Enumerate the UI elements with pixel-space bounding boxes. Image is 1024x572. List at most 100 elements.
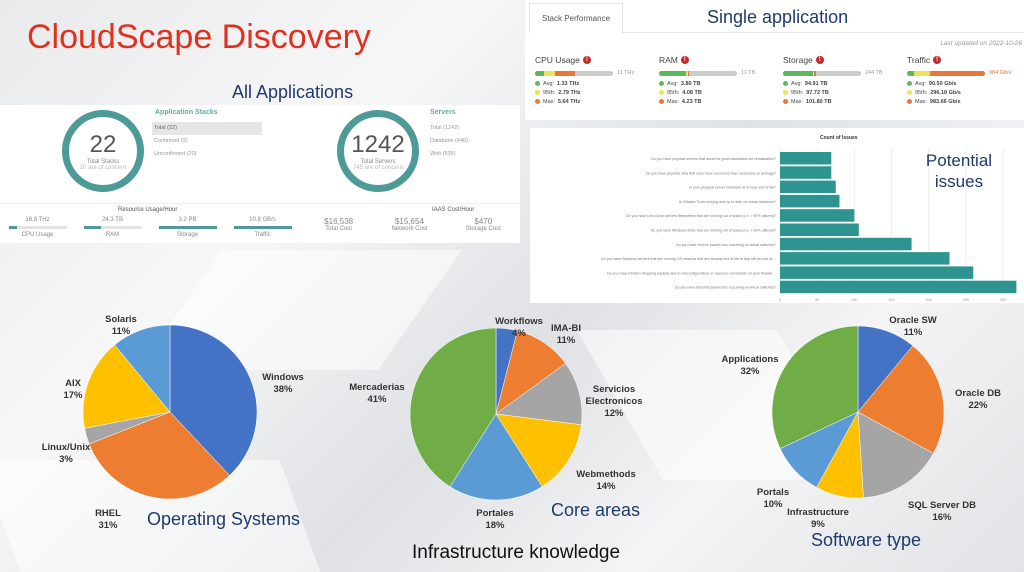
x-tick-label: 300 [1000, 297, 1007, 302]
issue-bar[interactable] [780, 166, 832, 179]
caption-single-application: Single application [707, 7, 849, 27]
software-pie-slice[interactable] [857, 345, 945, 454]
issue-label: Do you have transmit packet loss occurri… [675, 286, 776, 290]
caption-core-areas: Core areas [551, 500, 641, 520]
core-pie-slice[interactable] [409, 327, 497, 487]
servers-filter-total[interactable]: Total (1242) [430, 125, 460, 131]
overview-panel: 22 Total Stacks 20 are of concern Applic… [0, 105, 520, 243]
servers-filter-database[interactable]: Database (446) [430, 138, 468, 144]
servers-count: 1242 [351, 131, 405, 158]
os-pie-slice[interactable] [114, 324, 171, 413]
resource-traffic: 10.8 GB/s Traffic [233, 217, 292, 238]
servers-heading: Servers [430, 109, 456, 116]
issue-bar[interactable] [780, 180, 836, 194]
metric-max-label: 11 TB [741, 70, 756, 76]
servers-sub: 745 are of concern [352, 165, 404, 171]
caption-potential-issues: Potential issues [925, 151, 993, 191]
metric-max: 4.23 TB [681, 98, 702, 105]
issues-chart-panel: Count of Issues 0 50 100 150 200 250 300 Do you … [530, 128, 1024, 303]
caption-operating-systems: Operating Systems [147, 509, 301, 529]
os-pie-label: Linux/Unix 3% [41, 442, 91, 465]
caption-software-type: Software type [811, 530, 922, 550]
issue-label: Do you have Windows servers that are run… [601, 257, 776, 261]
metric-name: Traffic [907, 55, 931, 65]
alert-icon[interactable]: ! [582, 56, 591, 64]
issue-bar[interactable] [780, 280, 1017, 294]
core-pie-slice[interactable] [495, 363, 583, 426]
core-pie-label: Mercaderias 41% [349, 382, 405, 405]
issue-label: Is VMware Tools running and up to date o… [679, 200, 776, 204]
stacks-label: Total Stacks [86, 159, 120, 165]
os-pie-slice[interactable] [82, 344, 171, 429]
alert-icon[interactable]: ! [815, 56, 824, 64]
os-pie-label: Windows 38% [262, 372, 304, 395]
cost-network: $15,654 Network Cost [391, 217, 428, 232]
chart-title: Count of Issues [820, 135, 858, 141]
software-pie-slice[interactable] [771, 325, 859, 449]
issue-bar[interactable] [780, 266, 974, 279]
issue-label: Do you have Infoblox dropping packets du… [607, 271, 776, 275]
resource-heading: Resource Usage/Hour [118, 207, 178, 213]
x-tick-label: 250 [962, 297, 969, 302]
stacks-filter-confirmed[interactable]: Confirmed (2) [154, 138, 188, 144]
metric-name: CPU Usage [535, 55, 580, 65]
core-pie-label: Workflows 4% [495, 316, 543, 339]
metric-95th: 97.72 TB [806, 89, 829, 96]
issue-label: Do you have Linux/Unix servers filesyste… [626, 214, 776, 218]
issue-label: Do you have Windows disks that are runni… [651, 229, 776, 233]
metric-storage: Storage! 244 TB Avg: 94.91 TB 95th: 97.72 … [783, 55, 883, 105]
resource-bar [158, 226, 217, 229]
issue-bar[interactable] [780, 194, 840, 208]
core-pie-slice[interactable] [495, 413, 582, 487]
resource-label: Storage [176, 232, 198, 238]
metric-95th: 2.79 THz [558, 89, 581, 96]
issue-bar[interactable] [780, 223, 859, 237]
resource-value: 10.8 GB/s [249, 217, 276, 223]
stacks-filter-total[interactable]: Total (22) [152, 122, 262, 135]
resource-label: RAM [105, 232, 120, 238]
cost-total: $16,538 Total Cost [324, 217, 354, 232]
x-tick-label: 50 [815, 297, 820, 302]
caption-all-applications: All Applications [232, 82, 354, 102]
software-pie-slice[interactable] [857, 411, 934, 499]
metric-95th: 296.18 Gb/s [930, 89, 961, 96]
resource-label: Traffic [254, 232, 271, 238]
metric-usage-bar [535, 70, 613, 76]
software-pie-label: Applications 32% [721, 354, 779, 377]
metric-name: Storage [783, 55, 813, 65]
resource-value: 3.2 PB [178, 217, 197, 223]
issue-label: Do you have physical data that uses more… [646, 171, 776, 175]
alert-icon[interactable]: ! [680, 56, 689, 64]
metric-max-label: 984 Gb/s [989, 70, 1012, 76]
cost-heading: IAAS Cost/Hour [432, 207, 475, 213]
metric-usage-bar [907, 70, 985, 76]
stacks-filter-unconfirmed[interactable]: Unconfirmed (20) [154, 151, 197, 157]
issue-bar[interactable] [780, 209, 855, 222]
alert-icon[interactable]: ! [933, 56, 942, 64]
stacks-heading: Application Stacks [155, 109, 218, 116]
os-pie-slice[interactable] [88, 411, 230, 500]
metric-avg: 94.91 TB [804, 80, 828, 87]
tab-stack-performance[interactable]: Stack Performance [529, 3, 623, 33]
os-pie-label: Solaris 11% [105, 314, 137, 337]
issue-bar[interactable] [780, 152, 832, 165]
core-pie-label: Servicios Electronicos 12% [585, 384, 643, 419]
issues-bar-chart: Count of Issues 0 50 100 150 200 250 300 Do you … [601, 135, 1017, 302]
resource-bar [83, 226, 142, 229]
os-pie-slice[interactable] [169, 324, 258, 476]
resource-cpu-usage: 16.8 THz CPU Usage [8, 217, 67, 238]
servers-label: Total Servers [360, 159, 396, 165]
metric-max-label: 11 THz [617, 70, 635, 76]
issue-bar[interactable] [780, 252, 950, 265]
metric-cpu-usage: CPU Usage! 11 THz Avg: 1.33 THz 95th: 2.79… [535, 55, 635, 105]
page-title: CloudScape Discovery [27, 18, 371, 56]
servers-filter-web[interactable]: Web (536) [430, 151, 456, 157]
metric-ram: RAM! 11 TB Avg: 3.80 TB 95th: 4.08 TB Max:… [659, 55, 756, 105]
metric-name: RAM [659, 55, 678, 65]
issue-bar[interactable] [780, 237, 912, 251]
x-tick-label: 200 [925, 297, 932, 302]
software-pie-label: Infrastructure 9% [787, 507, 849, 530]
core-pie-label: Portales 18% [476, 508, 514, 531]
core-pie-slice[interactable] [449, 413, 543, 501]
metric-avg: 1.33 THz [556, 80, 580, 87]
